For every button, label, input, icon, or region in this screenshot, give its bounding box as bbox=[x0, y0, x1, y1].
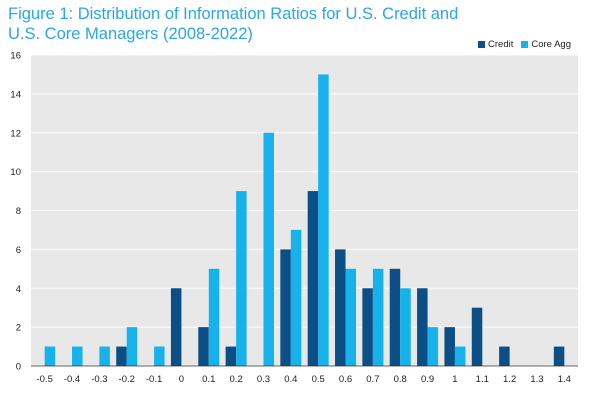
x-tick-label: -0.2 bbox=[119, 374, 135, 385]
bar-core-agg--0.3 bbox=[99, 346, 110, 366]
bar-credit-0.1 bbox=[198, 327, 209, 366]
x-tick-label: 0.6 bbox=[339, 374, 352, 385]
x-tick-label: 0.8 bbox=[394, 374, 407, 385]
y-tick-label: 14 bbox=[10, 89, 21, 100]
x-tick-label: -0.5 bbox=[36, 374, 52, 385]
x-tick-label: -0.3 bbox=[91, 374, 107, 385]
bar-credit-0 bbox=[170, 288, 182, 366]
y-tick-label: 0 bbox=[16, 362, 21, 373]
bar-credit-0.5 bbox=[307, 191, 319, 366]
x-tick-label: 1.2 bbox=[503, 374, 516, 385]
y-tick-label: 4 bbox=[16, 284, 21, 295]
bar-core-agg--0.1 bbox=[154, 346, 165, 366]
bar-core-agg-1 bbox=[454, 346, 466, 366]
x-tick-label: -0.4 bbox=[64, 374, 80, 385]
bar-credit-0.4 bbox=[280, 249, 291, 366]
bar-credit-0.9 bbox=[417, 288, 428, 366]
y-tick-label: 16 bbox=[10, 51, 21, 62]
bar-credit-0.8 bbox=[389, 268, 401, 366]
bar-core-agg--0.5 bbox=[44, 346, 56, 366]
bar-core-agg-0.8 bbox=[400, 288, 411, 366]
bar-core-agg-0.7 bbox=[372, 268, 384, 366]
chart-title: Figure 1: Distribution of Information Ra… bbox=[8, 5, 459, 43]
bar-core-agg-0.5 bbox=[318, 74, 329, 366]
x-tick-label: 0.5 bbox=[312, 374, 325, 385]
legend-swatch-core-agg bbox=[521, 41, 529, 48]
bar-core-agg--0.2 bbox=[126, 327, 138, 366]
y-tick-label: 12 bbox=[10, 128, 21, 139]
bar-core-agg-0.3 bbox=[263, 132, 274, 366]
y-tick-label: 2 bbox=[16, 323, 21, 334]
legend-label-credit: Credit bbox=[488, 39, 514, 50]
bar-credit-0.2 bbox=[225, 346, 237, 366]
bar-core-agg-0.2 bbox=[236, 191, 247, 366]
x-tick-label: 1.3 bbox=[530, 374, 543, 385]
y-tick-label: 8 bbox=[16, 206, 21, 217]
bar-core-agg-0.9 bbox=[427, 327, 439, 366]
bar-credit-1.4 bbox=[553, 346, 565, 366]
x-tick-label: 0 bbox=[179, 374, 184, 385]
x-tick-label: 0.9 bbox=[421, 374, 434, 385]
bar-core-agg-0.6 bbox=[345, 268, 357, 366]
x-tick-label: 0.1 bbox=[202, 374, 215, 385]
x-tick-label: 0.4 bbox=[284, 374, 297, 385]
x-tick-label: -0.1 bbox=[146, 374, 162, 385]
legend-label-core-agg: Core Agg bbox=[531, 39, 571, 50]
bar-core-agg-0.1 bbox=[208, 268, 220, 366]
bar-credit-1.1 bbox=[471, 307, 483, 366]
bar-credit-0.6 bbox=[335, 249, 346, 366]
legend-item-core-agg: Core Agg bbox=[521, 39, 571, 50]
bar-credit--0.2 bbox=[116, 346, 127, 366]
bar-core-agg-0.4 bbox=[290, 229, 302, 366]
bar-credit-1.2 bbox=[499, 346, 510, 366]
x-tick-label: 0.3 bbox=[257, 374, 270, 385]
x-tick-label: 0.7 bbox=[366, 374, 379, 385]
legend: Credit Core Agg bbox=[478, 39, 571, 50]
y-tick-label: 6 bbox=[16, 245, 21, 256]
x-tick-label: 1.1 bbox=[476, 374, 489, 385]
x-tick-label: 0.2 bbox=[230, 374, 243, 385]
bar-core-agg--0.4 bbox=[72, 346, 83, 366]
legend-swatch-credit bbox=[478, 41, 486, 48]
bar-credit-1 bbox=[444, 327, 455, 366]
x-tick-label: 1 bbox=[452, 374, 457, 385]
x-tick-label: 1.4 bbox=[558, 374, 571, 385]
y-tick-label: 10 bbox=[10, 167, 21, 178]
legend-item-credit: Credit bbox=[478, 39, 513, 50]
bar-credit-0.7 bbox=[362, 288, 373, 366]
